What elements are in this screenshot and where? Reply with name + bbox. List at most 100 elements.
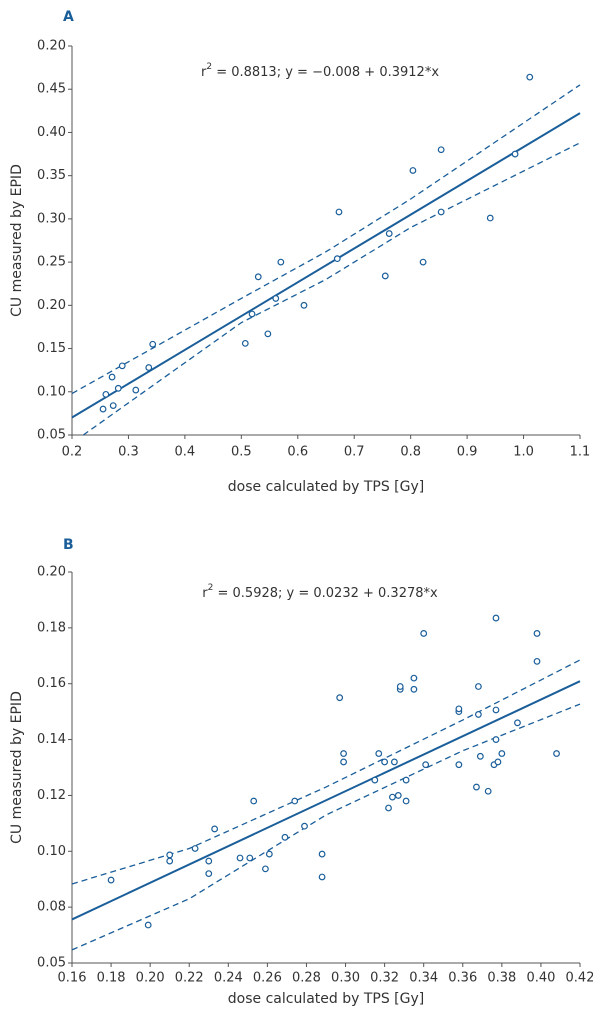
y-tick-label: 0.18 [37, 620, 66, 635]
data-point [475, 683, 482, 690]
x-tick-label: 0.8 [400, 445, 421, 460]
data-point [246, 854, 254, 862]
data-point [492, 736, 500, 743]
data-point [132, 386, 140, 394]
x-tick-label: 0.38 [487, 971, 516, 986]
x-axis-label: dose calculated by TPS [Gy] [228, 991, 424, 1007]
x-tick-label: 0.28 [292, 971, 321, 986]
x-tick-label: 0.24 [214, 971, 243, 986]
y-tick-label: 0.45 [37, 82, 66, 97]
y-axis-label: CU measured by EPID [9, 691, 25, 844]
data-point [526, 73, 534, 81]
data-point [494, 758, 502, 766]
y-axis-label: CU measured by EPID [9, 164, 25, 317]
data-point [533, 630, 541, 637]
data-point [553, 750, 560, 757]
data-point [455, 705, 463, 713]
x-tick-label: 0.18 [97, 971, 126, 986]
y-tick-label: 0.05 [37, 956, 66, 971]
x-tick-label: 0.4 [175, 445, 196, 460]
data-point [318, 850, 326, 858]
data-point [336, 694, 344, 702]
x-tick-label: 0.16 [58, 971, 87, 986]
data-point [335, 208, 343, 216]
y-tick-label: 0.16 [37, 676, 66, 691]
panel-label: B [63, 537, 74, 553]
annotation-text: r [202, 586, 208, 601]
data-point [381, 272, 389, 280]
data-point [144, 921, 152, 929]
annotation-text: r [201, 65, 207, 80]
x-tick-label: 0.2 [62, 445, 83, 460]
data-point [300, 301, 308, 309]
x-tick-label: 0.26 [253, 971, 282, 986]
data-point [102, 390, 110, 398]
data-point [389, 793, 396, 801]
data-point [166, 851, 174, 859]
data-point [409, 167, 417, 174]
data-point [333, 255, 341, 263]
y-tick-label: 0.20 [37, 565, 66, 580]
annotation: r2 = 0.8813; y = −0.008 + 0.3912*x [201, 62, 439, 80]
x-tick-label: 0.20 [136, 971, 165, 986]
y-tick-label: 0.12 [37, 788, 66, 803]
x-tick-label: 0.6 [287, 445, 308, 460]
data-point [254, 273, 262, 281]
x-tick-label: 0.5 [231, 445, 252, 460]
data-point [390, 758, 398, 766]
x-tick-label: 1.1 [570, 445, 591, 460]
data-point [145, 364, 153, 371]
x-tick-label: 0.32 [370, 971, 399, 986]
data-point [236, 854, 244, 862]
data-point [205, 870, 213, 878]
data-point [394, 792, 402, 799]
y-tick-label: 0.05 [37, 428, 66, 443]
data-point [241, 339, 249, 347]
data-point [492, 614, 500, 622]
y-tick-label: 0.35 [37, 168, 66, 183]
data-point [191, 845, 199, 852]
y-tick-label: 0.40 [37, 125, 66, 140]
data-point [166, 857, 174, 865]
x-tick-label: 0.9 [457, 445, 478, 460]
data-point [437, 146, 445, 154]
y-tick-label: 0.14 [37, 732, 66, 747]
annotation-text: = 0.8813; y = −0.008 + 0.3912*x [212, 65, 439, 80]
data-point [277, 258, 285, 266]
annotation: r2 = 0.5928; y = 0.0232 + 0.3278*x [202, 583, 438, 601]
data-point [533, 657, 541, 665]
annotation-superscript: 2 [208, 583, 214, 593]
y-tick-label: 0.20 [37, 298, 66, 313]
data-point [420, 630, 428, 637]
data-point [437, 208, 445, 216]
y-tick-label: 0.30 [37, 211, 66, 226]
data-point [381, 758, 389, 766]
data-point [248, 310, 256, 318]
confidence-band-lower [82, 142, 581, 436]
data-point [486, 214, 494, 222]
data-point [211, 825, 219, 833]
data-point [118, 362, 126, 370]
confidence-band-upper [71, 84, 581, 395]
data-point [272, 295, 280, 302]
data-point [492, 706, 500, 714]
regression-line [71, 112, 581, 419]
data-point [291, 797, 299, 805]
confidence-band-upper [71, 659, 581, 885]
data-point [475, 711, 482, 718]
y-tick-label: 0.25 [37, 255, 66, 270]
data-point [385, 804, 392, 812]
data-point [99, 405, 107, 413]
x-axis-label: dose calculated by TPS [Gy] [228, 479, 424, 495]
x-tick-label: 1.0 [513, 445, 534, 460]
y-tick-label: 0.10 [37, 384, 66, 399]
data-point [396, 683, 404, 690]
data-point [149, 340, 157, 348]
data-point [109, 402, 117, 410]
data-point [318, 873, 326, 881]
x-tick-label: 0.22 [175, 971, 204, 986]
data-point [422, 761, 430, 769]
data-point [402, 797, 410, 805]
regression-line [71, 680, 581, 921]
